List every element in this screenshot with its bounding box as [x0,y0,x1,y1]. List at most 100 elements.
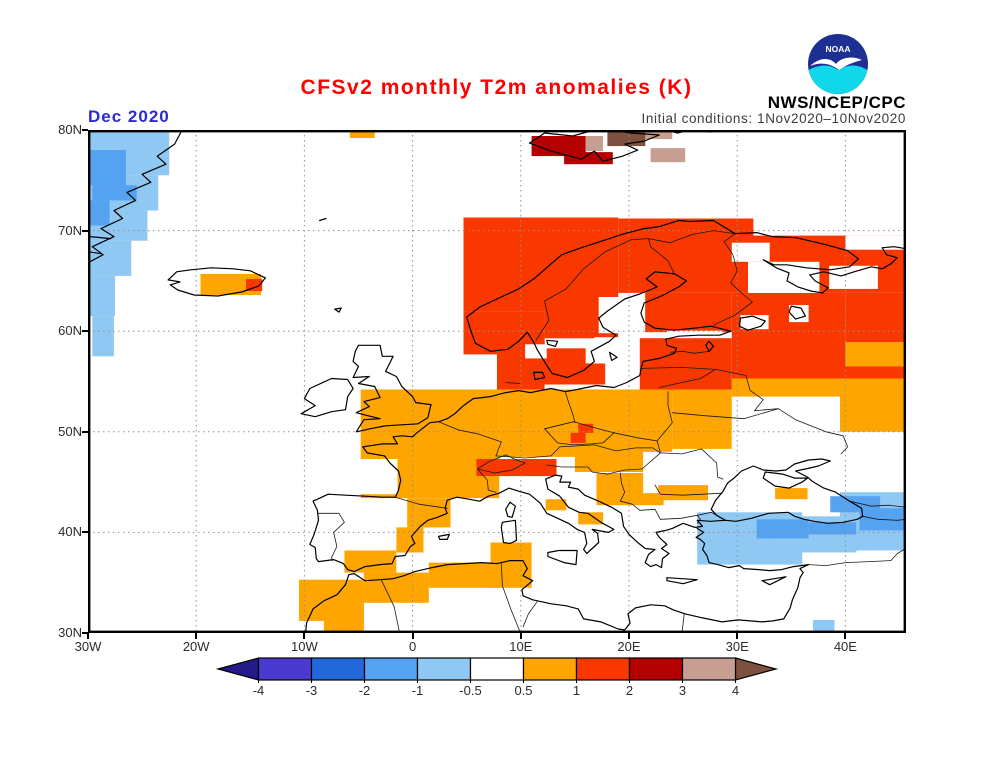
country-border [477,454,526,474]
country-border [495,444,595,459]
country-border [564,391,576,424]
coastline [666,577,698,585]
colorbar-box [681,657,737,681]
country-border [648,230,736,244]
colorbar-label: -1 [412,683,424,696]
colorbar-box [575,657,631,681]
colorbar-box [416,657,472,681]
anomaly-cell [666,330,723,339]
noaa-logo-icon: NOAA [808,34,868,95]
anomaly-cell [531,136,586,157]
y-axis-tick [82,430,88,433]
coastline [738,315,766,331]
anomaly-cell [645,293,732,333]
anomaly-cell [490,542,532,588]
coastline [547,549,578,566]
country-border [535,238,649,341]
coastline [309,219,864,573]
anomaly-cell [775,488,808,500]
anomaly-cell [396,527,424,553]
coastline [533,371,546,381]
y-axis-label: 40N [58,524,82,540]
anomaly-cell [598,297,645,334]
coastline [528,130,660,162]
coastline [352,344,432,433]
anomaly-cell [845,235,906,250]
coastline [89,236,112,240]
x-axis-label: 20E [617,639,641,654]
anomaly-cell [92,185,137,201]
coastline [761,576,787,586]
page-title: CFSv2 monthly T2m anomalies (K) [300,76,693,99]
colorbar-label: 0.5 [514,683,532,696]
country-border [696,511,717,516]
country-border [500,563,521,632]
anomaly-cell [578,423,594,433]
x-axis-tick [844,633,847,639]
anomaly-map [88,130,906,633]
country-border [862,515,906,521]
anomaly-cell [650,148,686,163]
x-axis-tick [628,633,630,639]
anomaly-cell [564,152,613,165]
country-border [671,408,779,420]
anomaly-cell [574,363,606,385]
coastline [608,351,618,361]
x-axis-label: 40E [833,639,857,654]
coastline [304,527,810,633]
coastline [167,267,266,297]
coastline [756,232,906,294]
anomaly-cell [363,572,429,603]
colorbar-box [310,657,366,681]
anomaly-cell [499,389,575,457]
anomaly-cell [347,459,398,495]
colorbar-label: -2 [359,683,371,696]
anomaly-cell [525,344,547,359]
anomaly-cell [463,217,619,312]
coastline [705,340,714,352]
anomaly-cell [585,136,603,152]
country-border [546,464,593,473]
y-axis-tick [82,129,88,131]
anomaly-cell [92,316,114,357]
colorbar-label: 4 [732,683,739,696]
noaa-logo-text: NOAA [825,44,850,54]
y-axis-label: 80N [58,122,82,137]
country-border [438,421,502,457]
country-border [658,369,716,388]
country-border [654,484,723,496]
y-axis-tick [82,330,88,333]
colorbar-label: -0.5 [459,683,481,696]
anomaly-cell [672,389,732,449]
country-border [849,500,906,508]
colorbar-box [628,657,684,681]
colorbar-box [469,657,525,681]
coastline [319,217,327,222]
map-canvas [88,130,906,633]
country-border [656,391,673,442]
anomaly-cell [344,550,397,573]
anomaly-cell [753,216,906,236]
coastline [505,501,516,518]
anomaly-cell [623,330,664,338]
country-border [477,468,497,493]
anomaly-cell [299,620,324,633]
coastline [546,339,559,347]
initial-conditions-label: Initial conditions: 1Nov2020–10Nov2020 [641,111,906,126]
anomaly-cell [731,293,846,379]
agency-label: NWS/NCEP/CPC [767,93,906,112]
colorbar-label: 3 [679,683,686,696]
country-border [544,421,615,446]
anomaly-cell [200,273,262,295]
anomaly-cell [578,512,604,525]
anomaly-cell [658,485,708,501]
colorbar-label: -3 [306,683,318,696]
anomaly-cell [756,519,809,539]
coastline [438,533,450,540]
x-axis-label: 10W [291,639,318,654]
country-border [522,601,538,628]
colorbar-box [522,657,578,681]
colorbar-label: -4 [253,683,265,696]
anomaly-cell [808,522,857,535]
anomaly-cells-layer [88,130,906,633]
